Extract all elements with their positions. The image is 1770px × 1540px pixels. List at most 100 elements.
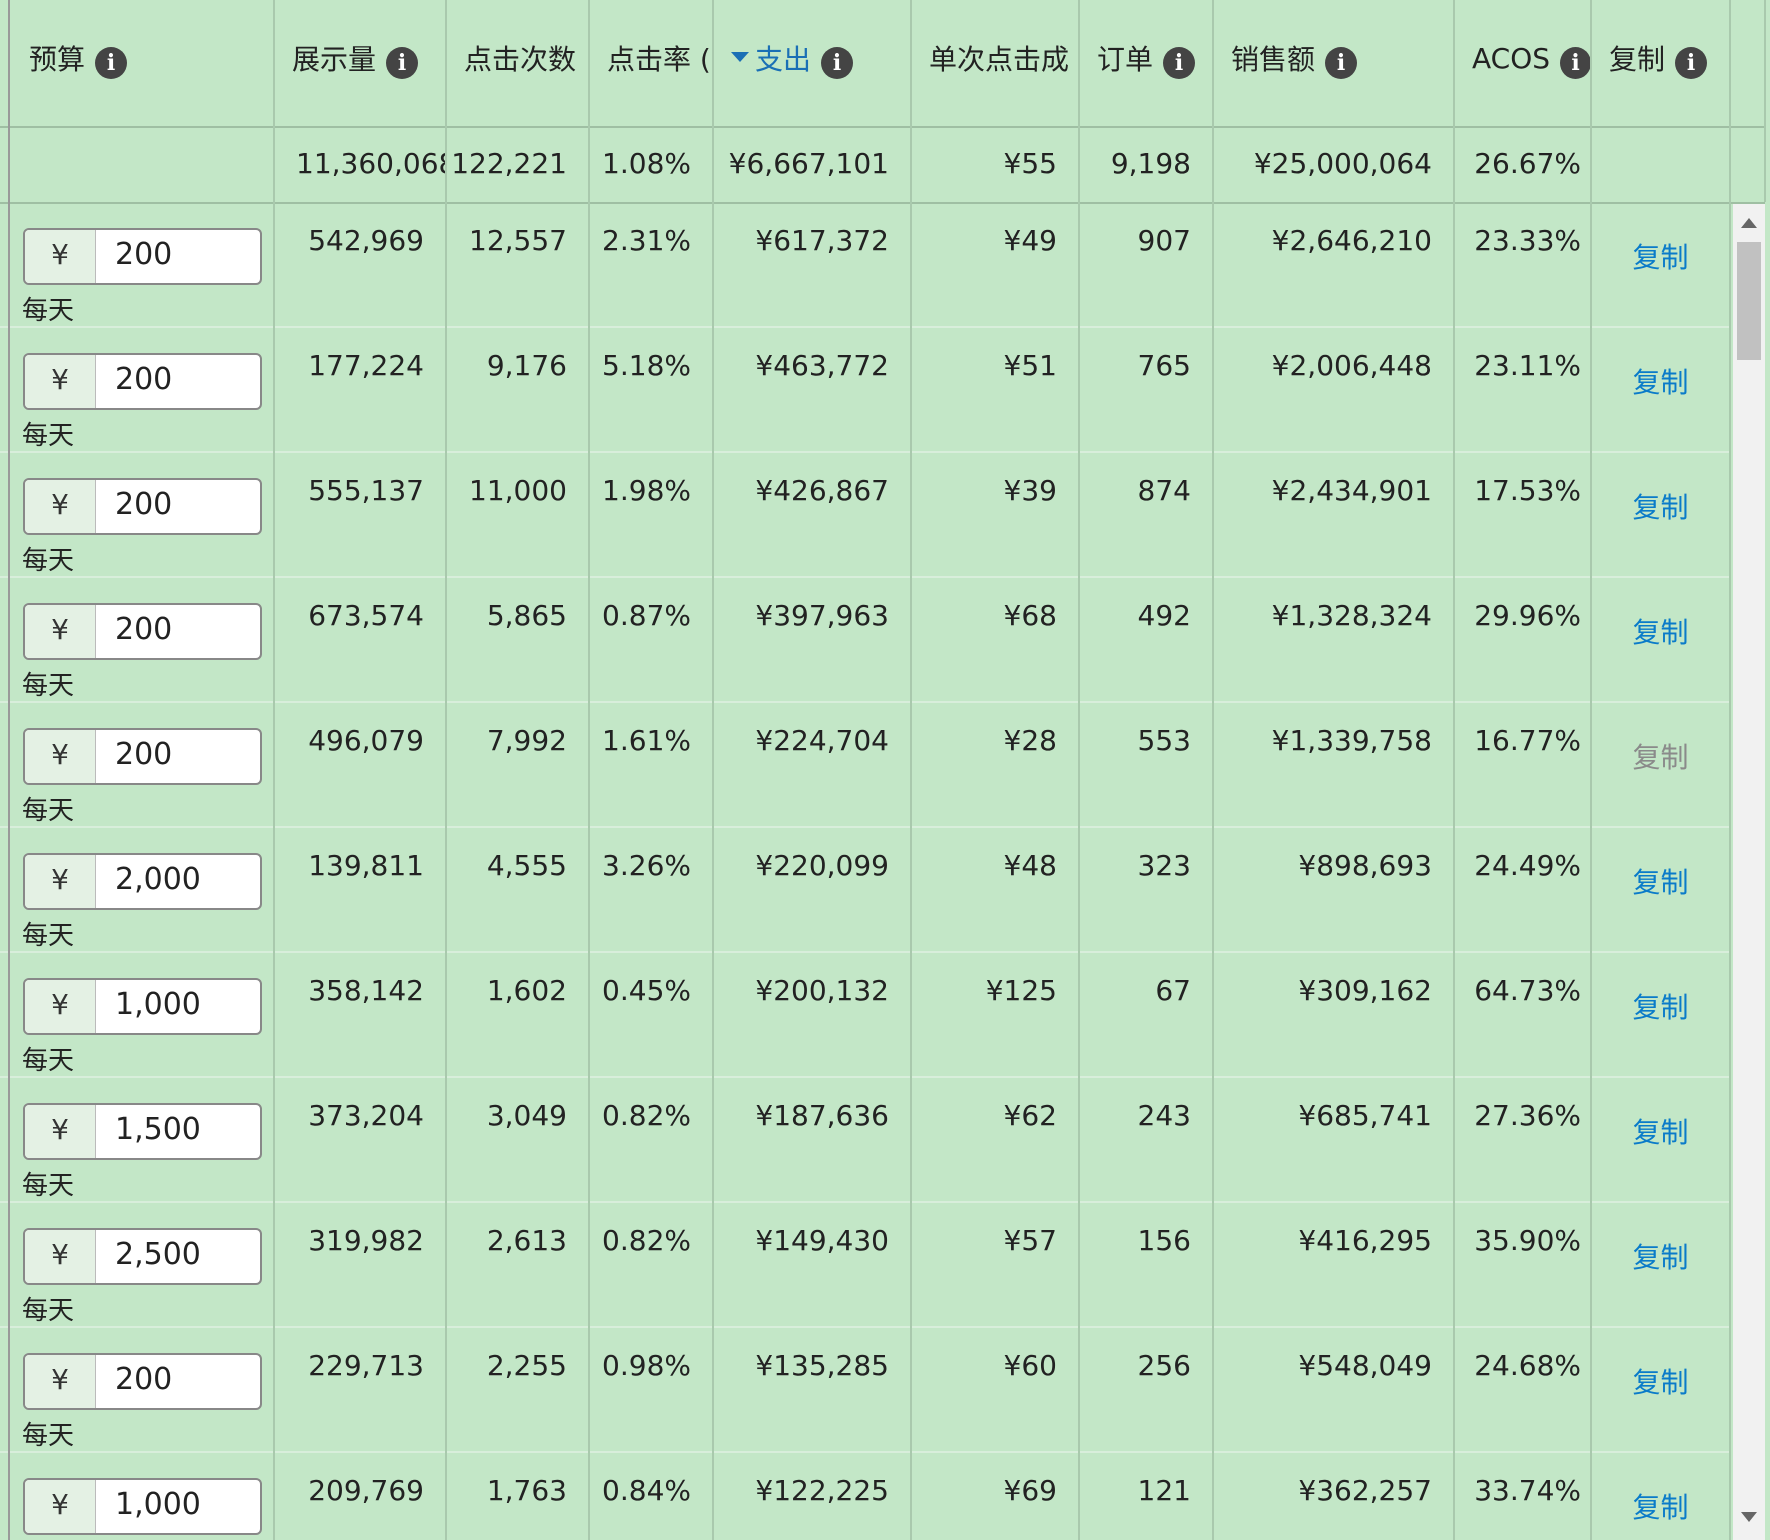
budget-input[interactable]: ¥200 (23, 228, 262, 285)
currency: ¥ (25, 230, 96, 283)
cell: 256 (1137, 1349, 1191, 1382)
currency: ¥ (25, 1230, 96, 1283)
header-cell[interactable]: 支出 i (713, 0, 911, 126)
budget-input[interactable]: ¥1,000 (23, 978, 262, 1035)
cell: 319,982 (308, 1224, 424, 1257)
info-icon[interactable]: i (821, 47, 854, 79)
row-line (0, 951, 1730, 953)
header-cell[interactable]: 展示量 i (274, 0, 446, 126)
cell: 0.87% (602, 599, 691, 632)
cell: ¥200,132 (755, 974, 889, 1007)
info-icon[interactable]: i (1560, 47, 1591, 79)
row-line (0, 1451, 1730, 1453)
copy-link[interactable]: 复制 (1632, 1366, 1689, 1399)
column-line (712, 0, 714, 1540)
scroll-down[interactable] (1741, 1512, 1757, 1522)
budget-input[interactable]: ¥200 (23, 478, 262, 535)
budget-period: 每天 (22, 796, 75, 826)
info-icon[interactable]: i (386, 47, 419, 79)
budget-input[interactable]: ¥200 (23, 353, 262, 410)
header-label: 单次点击成 (929, 43, 1070, 76)
column-line (1078, 0, 1080, 1540)
budget-input[interactable]: ¥200 (23, 603, 262, 660)
header-cell[interactable]: ACOS i (1454, 0, 1591, 126)
header-cell[interactable]: 点击率 ( (589, 0, 713, 126)
cell: 907 (1137, 224, 1191, 257)
cell: ¥416,295 (1298, 1224, 1432, 1257)
copy-link[interactable]: 复制 (1632, 1116, 1689, 1149)
cell: ¥125 (985, 974, 1057, 1007)
cell: 1,602 (486, 974, 567, 1007)
column-line (1453, 0, 1455, 1540)
copy-link[interactable]: 复制 (1632, 991, 1689, 1024)
info-icon[interactable]: i (1163, 47, 1196, 79)
budget-input[interactable]: ¥2,500 (23, 1228, 262, 1285)
budget-input[interactable]: ¥1,000 (23, 1478, 262, 1535)
scroll-thumb[interactable] (1737, 242, 1761, 360)
cell: 4,555 (486, 849, 567, 882)
cell: ¥426,867 (755, 474, 889, 507)
copy-link[interactable]: 复制 (1632, 1491, 1689, 1524)
scrollbar[interactable] (1733, 202, 1765, 1540)
cell: ¥2,006,448 (1271, 349, 1432, 382)
copy-link[interactable]: 复制 (1632, 1241, 1689, 1274)
cell: 11,000 (469, 474, 567, 507)
cell: ¥2,646,210 (1271, 224, 1432, 257)
header-cell[interactable]: 预算 i (9, 0, 274, 126)
header-cell[interactable]: 销售额 i (1213, 0, 1454, 126)
cell: 496,079 (308, 724, 424, 757)
cell: 35.90% (1474, 1224, 1581, 1257)
info-icon[interactable]: i (1325, 47, 1358, 79)
copy-link[interactable]: 复制 (1632, 241, 1689, 274)
cell: ¥122,225 (755, 1474, 889, 1507)
cell: ¥62 (1003, 1099, 1057, 1132)
cell: ¥187,636 (755, 1099, 889, 1132)
budget-input[interactable]: ¥2,000 (23, 853, 262, 910)
header-label: 支出 (755, 43, 812, 76)
header-cell[interactable]: 订单 i (1079, 0, 1213, 126)
copy-link[interactable]: 复制 (1632, 366, 1689, 399)
cell: 765 (1137, 349, 1191, 382)
copy-link[interactable]: 复制 (1632, 866, 1689, 899)
budget-input[interactable]: ¥1,500 (23, 1103, 262, 1160)
cell: 358,142 (308, 974, 424, 1007)
cell: ¥57 (1003, 1224, 1057, 1257)
copy-link[interactable]: 复制 (1632, 491, 1689, 524)
row-line (0, 451, 1730, 453)
header-cell[interactable]: 单次点击成 (911, 0, 1079, 126)
header-cell[interactable]: 点击次数 (446, 0, 589, 126)
cell: 1.61% (602, 724, 691, 757)
currency: ¥ (25, 1355, 96, 1408)
header-label: 点击次数 (464, 43, 577, 76)
cell: 673,574 (308, 599, 424, 632)
header-label: 预算 (29, 43, 86, 76)
cell: 139,811 (308, 849, 424, 882)
budget-input[interactable]: ¥200 (23, 1353, 262, 1410)
column-line (1764, 0, 1766, 202)
cell: 27.36% (1474, 1099, 1581, 1132)
copy-link[interactable]: 复制 (1632, 616, 1689, 649)
header-cell[interactable]: 复制 i (1591, 0, 1765, 126)
cell: 874 (1137, 474, 1191, 507)
row-line (0, 326, 1730, 328)
cell: ¥39 (1003, 474, 1057, 507)
total-cell: ¥55 (1003, 147, 1057, 180)
scroll-up[interactable] (1741, 218, 1757, 228)
cell: ¥548,049 (1298, 1349, 1432, 1382)
column-line (1212, 0, 1214, 1540)
column-line (273, 0, 275, 1540)
currency: ¥ (25, 730, 96, 783)
budget-period: 每天 (22, 421, 75, 451)
cell: ¥397,963 (755, 599, 889, 632)
cell: 243 (1137, 1099, 1191, 1132)
cell: 29.96% (1474, 599, 1581, 632)
budget-period: 每天 (22, 921, 75, 951)
budget-value: 1,500 (115, 1112, 201, 1147)
info-icon[interactable]: i (1675, 47, 1708, 79)
budget-input[interactable]: ¥200 (23, 728, 262, 785)
row-line (0, 1326, 1730, 1328)
cell: 3,049 (486, 1099, 567, 1132)
budget-value: 2,500 (115, 1237, 201, 1272)
info-icon[interactable]: i (95, 47, 128, 79)
